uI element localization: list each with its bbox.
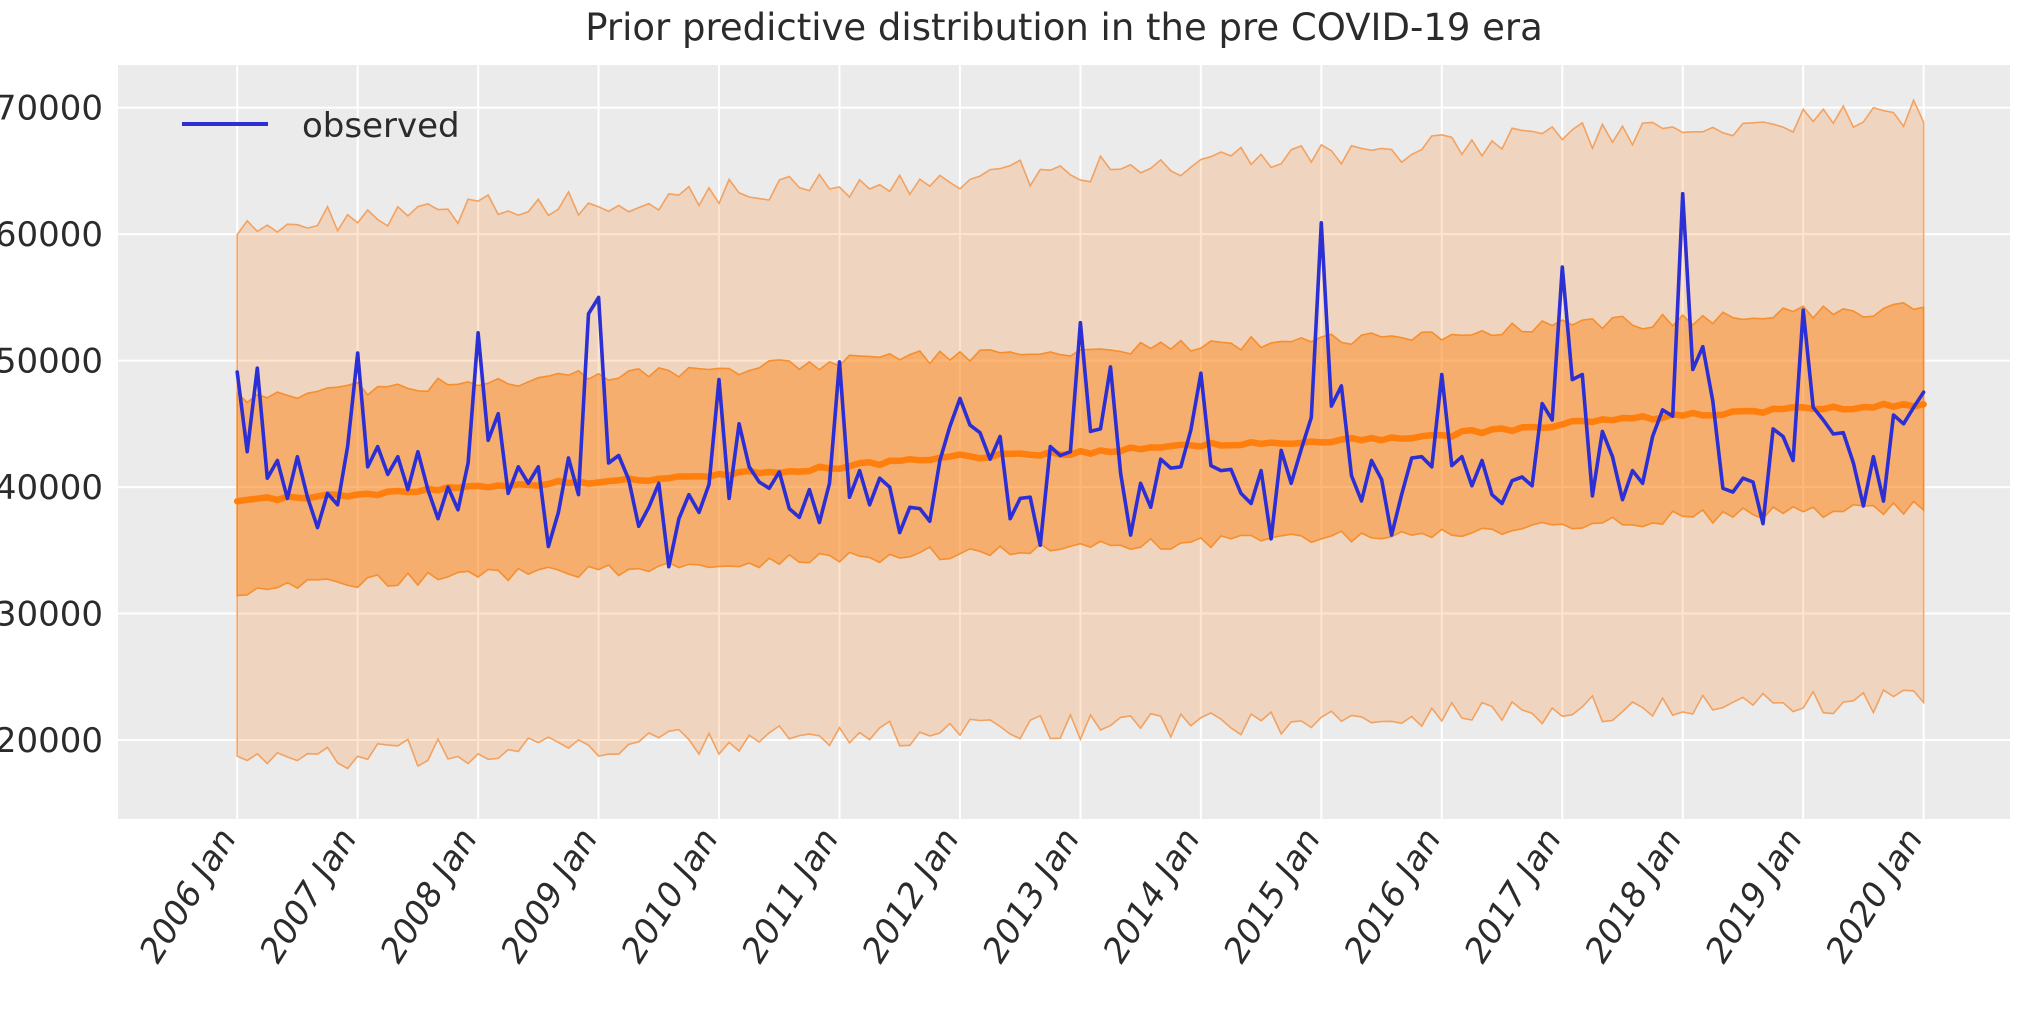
median-line: [233, 400, 1927, 505]
x-tick-label: 2013 Jan: [975, 822, 1088, 970]
observed-line: [235, 191, 1926, 569]
x-tick-label: 2014 Jan: [1095, 822, 1208, 970]
outer-prediction-band: [236, 98, 1925, 770]
x-tick-label: 2017 Jan: [1457, 822, 1570, 970]
x-axis: 2006 Jan 2007 Jan 2008 Jan 2009 Jan 2010 Jan…: [132, 822, 1932, 970]
x-tick-label: 2010 Jan: [613, 822, 726, 970]
x-tick-label: 2018 Jan: [1577, 822, 1690, 970]
x-tick-label: 2009 Jan: [493, 822, 606, 970]
y-tick-label: 50000: [0, 342, 103, 382]
y-axis: 20000 30000 40000 50000 60000 70000: [0, 89, 103, 761]
x-tick-label: 2011 Jan: [734, 822, 847, 970]
plot-area: [118, 65, 2010, 819]
chart-title: Prior predictive distribution in the pre…: [585, 6, 1543, 49]
x-tick-label: 2007 Jan: [252, 822, 365, 970]
x-tick-label: 2019 Jan: [1698, 822, 1811, 970]
legend: observed: [182, 106, 460, 146]
x-tick-label: 2015 Jan: [1216, 822, 1329, 970]
x-tick-label: 2012 Jan: [854, 822, 967, 970]
x-tick-label: 2016 Jan: [1336, 822, 1449, 970]
y-tick-label: 60000: [0, 215, 103, 255]
x-tick-label: 2006 Jan: [132, 822, 245, 970]
y-tick-label: 20000: [0, 721, 103, 761]
x-tick-label: 2020 Jan: [1818, 822, 1931, 970]
y-tick-label: 40000: [0, 468, 103, 508]
y-tick-label: 70000: [0, 89, 103, 129]
y-tick-label: 30000: [0, 595, 103, 635]
series-layer: [233, 98, 1927, 770]
legend-observed-label: observed: [302, 106, 460, 146]
x-tick-label: 2008 Jan: [372, 822, 485, 970]
